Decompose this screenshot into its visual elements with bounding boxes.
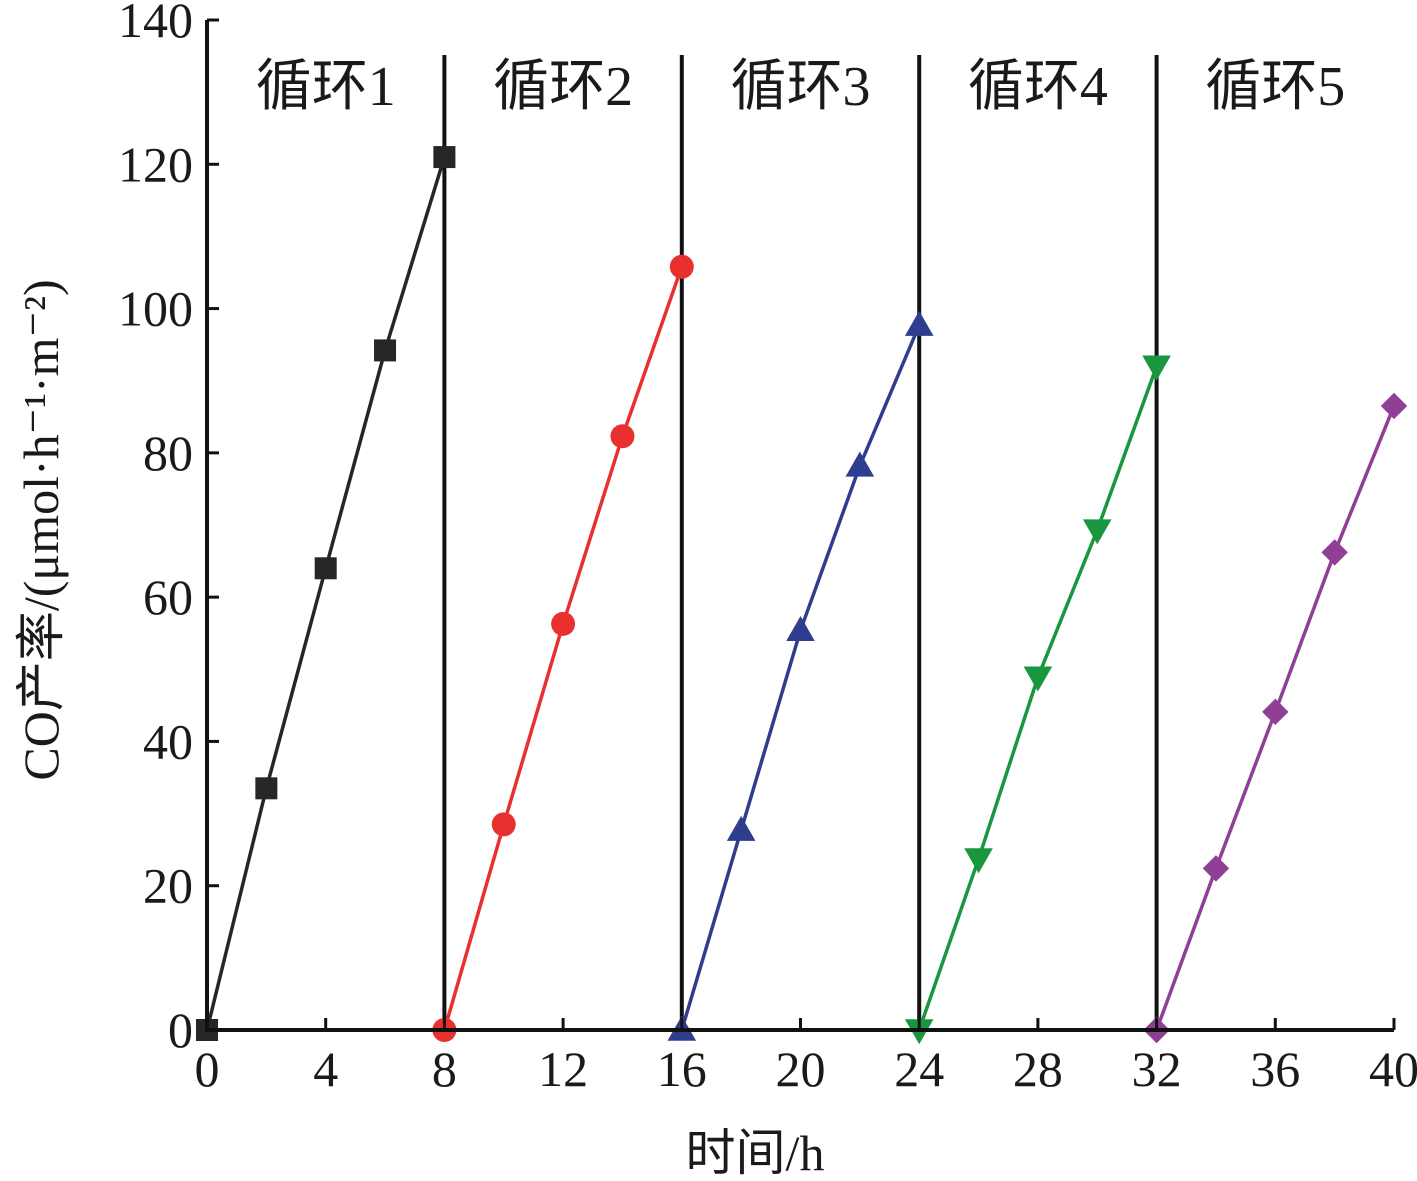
data-point [964,848,993,874]
cycle-label: 循环4 [968,56,1108,118]
data-point [551,611,576,636]
y-tick-label: 120 [118,136,193,192]
cycle-label: 循环3 [731,56,871,118]
data-point [904,310,934,336]
y-tick-label: 140 [118,0,193,48]
series-line [205,156,447,1031]
data-point [1380,392,1408,420]
x-tick-label: 12 [538,1041,588,1097]
data-point [1023,666,1053,692]
data-point [1082,519,1112,545]
data-point [1262,698,1289,726]
data-point [845,451,875,477]
series-2 [432,254,694,1042]
x-tick-label: 32 [1132,1041,1182,1097]
x-tick-label: 4 [313,1041,338,1097]
data-point [314,557,337,580]
series-4 [904,355,1171,1045]
cycle-labels: 循环1 循环2 循环3 循环4 循环5 [256,56,1346,118]
y-axis-title: CO产率/(μmol·h⁻¹·m⁻²) [13,279,69,780]
series-1 [196,146,456,1041]
y-tick-label: 20 [143,858,193,914]
axes: 0 20 40 60 80 100 120 140 0 4 8 12 16 20 24 28 32 36 40 [118,0,1417,1097]
data-point [669,254,694,279]
data-point [786,616,815,642]
y-tick-label: 40 [143,713,193,769]
cycle-label: 循环2 [493,56,633,118]
data-point [255,777,278,800]
series-line [917,365,1159,1031]
x-tick-label: 0 [195,1041,220,1097]
y-tick-label: 80 [143,425,193,481]
cycle-label: 循环1 [256,56,396,118]
x-tick-label: 40 [1369,1041,1417,1097]
data-point [610,424,635,449]
x-axis-title: 时间/h [686,1125,825,1181]
series-line [680,324,921,1031]
y-tick-label: 0 [168,1002,193,1058]
data-point [491,812,516,837]
data-point [1202,855,1230,882]
x-tick-label: 28 [1013,1041,1063,1097]
cycle-separators [442,55,1159,1030]
y-tick-label: 60 [143,569,193,625]
x-tick-label: 8 [432,1041,457,1097]
series-line [442,266,684,1031]
x-tick-label: 24 [894,1041,944,1097]
data-point [1321,539,1348,566]
data-point [433,146,456,169]
data-point [1142,355,1171,381]
series-5 [1143,392,1408,1044]
data-point [726,815,756,841]
x-tick-label: 36 [1250,1041,1300,1097]
x-tick-label: 20 [776,1041,826,1097]
series-layer [196,146,1408,1045]
series-3 [667,310,934,1041]
x-tick-label: 16 [657,1041,707,1097]
y-tick-label: 100 [118,281,193,337]
cycle-label: 循环5 [1205,56,1345,118]
data-point [374,339,397,362]
